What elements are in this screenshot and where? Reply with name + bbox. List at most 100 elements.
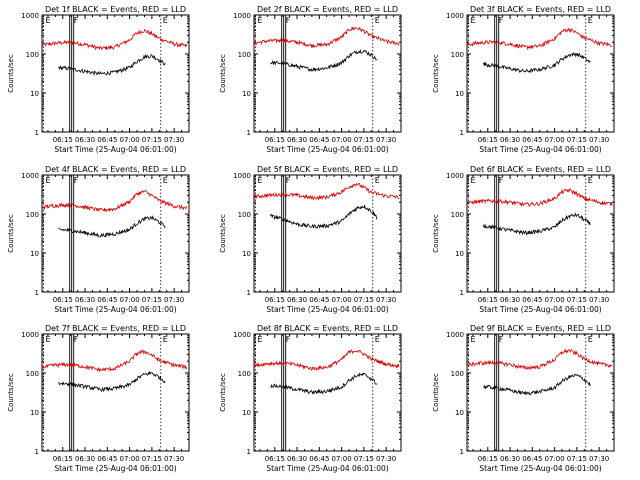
series-line-events [269, 205, 378, 230]
x-tick-label: 07:15 [354, 296, 374, 304]
x-axis-label: Start Time (25-Aug-04 06:01:00) [479, 305, 601, 314]
y-axis-label: Counts/sec [7, 214, 15, 253]
x-tick-label: 06:45 [309, 296, 329, 304]
time-marker-label: E [45, 335, 50, 344]
time-marker-label: E [375, 16, 380, 25]
time-marker-label: F [499, 335, 504, 344]
time-marker-label: E [45, 16, 50, 25]
y-tick-label: 10 [30, 250, 39, 258]
x-axis-label: Start Time (25-Aug-04 06:01:00) [54, 145, 176, 154]
x-tick-label: 07:30 [589, 296, 609, 304]
series-line-events [270, 372, 378, 395]
y-tick-label: 1 [460, 289, 464, 297]
x-axis-label: Start Time (25-Aug-04 06:01:00) [479, 145, 601, 154]
x-tick-label: 06:15 [53, 296, 73, 304]
x-tick-label: 07:00 [545, 455, 565, 463]
detector-panel-8: Det 8f BLACK = Events, RED = LLD 1 10 100 10… [219, 324, 402, 473]
x-tick-label: 06:45 [522, 136, 542, 144]
x-tick-label: 06:30 [500, 455, 520, 463]
time-marker-label: E [163, 176, 168, 185]
y-axis-label: Counts/sec [7, 54, 15, 93]
detector-panel-4: Det 4f BLACK = Events, RED = LLD 1 10 100 10… [7, 165, 190, 314]
time-marker-label: E [257, 16, 262, 25]
time-marker-label: F [286, 16, 291, 25]
panel-title: Det 8f BLACK = Events, RED = LLD [257, 324, 398, 333]
panel-title: Det 1f BLACK = Events, RED = LLD [45, 5, 186, 14]
y-tick-label: 1 [35, 289, 39, 297]
series-line-lld [466, 188, 613, 208]
series-line-events [482, 52, 591, 74]
x-tick-label: 07:15 [567, 296, 587, 304]
plot-frame [253, 333, 402, 452]
y-tick-label: 1000 [21, 331, 39, 339]
panel-title: Det 4f BLACK = Events, RED = LLD [45, 165, 186, 174]
x-tick-label: 06:45 [309, 136, 329, 144]
x-axis-label: Start Time (25-Aug-04 06:01:00) [266, 145, 388, 154]
y-tick-label: 1 [460, 129, 464, 137]
detector-panel-1: Det 1f BLACK = Events, RED = LLD 1 10 100 10… [7, 5, 190, 154]
detector-panel-2: Det 2f BLACK = Events, RED = LLD 1 10 100 10… [219, 5, 402, 154]
y-axis-label: Counts/sec [7, 373, 15, 412]
y-tick-label: 10 [30, 90, 39, 98]
x-tick-label: 06:30 [75, 136, 95, 144]
x-axis-label: Start Time (25-Aug-04 06:01:00) [54, 464, 176, 473]
x-tick-label: 06:45 [522, 455, 542, 463]
plot-frame [466, 174, 615, 293]
series-line-events [58, 215, 166, 238]
x-tick-label: 06:15 [478, 455, 498, 463]
y-tick-label: 10 [455, 90, 464, 98]
x-tick-label: 07:30 [589, 136, 609, 144]
time-marker-label: F [74, 335, 79, 344]
x-tick-label: 07:30 [164, 455, 184, 463]
y-tick-label: 10 [242, 409, 251, 417]
x-tick-label: 06:30 [287, 136, 307, 144]
panel-title: Det 6f BLACK = Events, RED = LLD [470, 165, 611, 174]
detector-panel-5: Det 5f BLACK = Events, RED = LLD 1 10 100 10… [219, 165, 402, 314]
x-tick-label: 07:30 [376, 296, 396, 304]
detector-panel-3: Det 3f BLACK = Events, RED = LLD 1 10 100 10… [432, 5, 615, 154]
plot-frame [41, 333, 190, 452]
series-line-lld [253, 182, 400, 201]
panel-title: Det 9f BLACK = Events, RED = LLD [470, 324, 611, 333]
y-tick-label: 10 [242, 90, 251, 98]
x-tick-label: 06:30 [287, 296, 307, 304]
y-tick-label: 100 [451, 370, 464, 378]
plot-frame [253, 14, 402, 133]
x-tick-label: 06:30 [500, 296, 520, 304]
y-tick-label: 1 [247, 129, 251, 137]
x-tick-label: 07:30 [376, 136, 396, 144]
plot-frame [466, 14, 615, 133]
y-tick-label: 10 [30, 409, 39, 417]
time-marker-label: E [470, 335, 475, 344]
x-tick-label: 06:15 [53, 136, 73, 144]
x-tick-label: 07:00 [332, 455, 352, 463]
y-tick-label: 100 [238, 51, 251, 59]
series-line-lld [253, 26, 400, 49]
y-tick-label: 10 [242, 250, 251, 258]
y-tick-label: 10 [455, 250, 464, 258]
series-line-lld [41, 189, 188, 213]
y-tick-label: 100 [26, 211, 39, 219]
series-line-events [483, 373, 591, 396]
series-line-lld [41, 28, 188, 51]
x-tick-label: 06:45 [97, 455, 117, 463]
x-tick-label: 06:30 [287, 455, 307, 463]
y-tick-label: 1000 [233, 172, 251, 180]
x-tick-label: 06:15 [478, 296, 498, 304]
panel-title: Det 2f BLACK = Events, RED = LLD [257, 5, 398, 14]
plot-frame [41, 174, 190, 293]
time-marker-label: F [499, 176, 504, 185]
time-marker-label: E [375, 176, 380, 185]
panel-title: Det 7f BLACK = Events, RED = LLD [45, 324, 186, 333]
x-tick-label: 06:15 [265, 296, 285, 304]
y-tick-label: 1 [35, 448, 39, 456]
y-tick-label: 1 [247, 448, 251, 456]
x-tick-label: 06:45 [522, 296, 542, 304]
x-tick-label: 07:00 [332, 296, 352, 304]
time-marker-label: E [588, 335, 593, 344]
y-tick-label: 1000 [21, 172, 39, 180]
y-tick-label: 1 [460, 448, 464, 456]
y-tick-label: 1 [35, 129, 39, 137]
plot-frame [41, 14, 190, 133]
